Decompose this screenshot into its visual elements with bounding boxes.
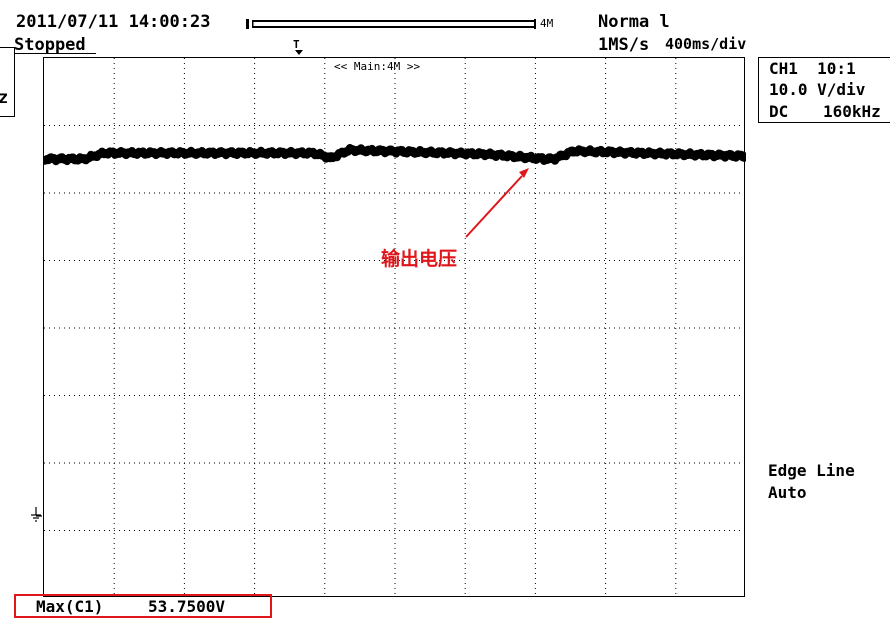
ground-level-marker[interactable]: [29, 507, 43, 525]
acquisition-status: Stopped: [14, 35, 86, 55]
svg-text:T: T: [293, 38, 300, 51]
waveform-display[interactable]: << Main:4M >>: [43, 57, 746, 598]
channel-bandwidth: 160kHz: [823, 102, 881, 121]
measurement-panel[interactable]: Max(C1) 53.7500V: [14, 594, 272, 618]
time-per-division: 400ms/div: [665, 35, 747, 53]
channel-info-panel: CH1 10:1 10.0 V/div DC 160kHz: [758, 57, 890, 123]
record-length-label: 4M: [540, 17, 554, 30]
sample-rate: 1MS/s: [598, 35, 650, 55]
status-underline: [14, 53, 96, 54]
channel-coupling: DC: [769, 102, 789, 121]
graticule: [44, 58, 746, 598]
trigger-type: Edge Line: [768, 461, 855, 480]
trigger-sweep-mode: Auto: [768, 483, 807, 502]
left-side-panel: [0, 47, 15, 117]
channel-probe-ratio: CH1 10:1: [769, 59, 856, 78]
timestamp: 2011/07/11 14:00:23: [16, 12, 211, 32]
left-side-panel-text: z: [0, 88, 9, 108]
channel-volts-per-div: 10.0 V/div: [769, 80, 866, 99]
trigger-mode: Norma l: [598, 12, 670, 32]
output-voltage-annotation: 输出电压: [381, 248, 458, 270]
ch1-waveform-trace: [44, 144, 746, 166]
measurement-name: Max(C1): [36, 597, 104, 616]
trigger-position-marker[interactable]: T: [292, 36, 306, 56]
main-window-label: << Main:4M >>: [334, 60, 421, 73]
measurement-value: 53.7500V: [148, 597, 226, 616]
record-position-bar[interactable]: [244, 16, 536, 32]
